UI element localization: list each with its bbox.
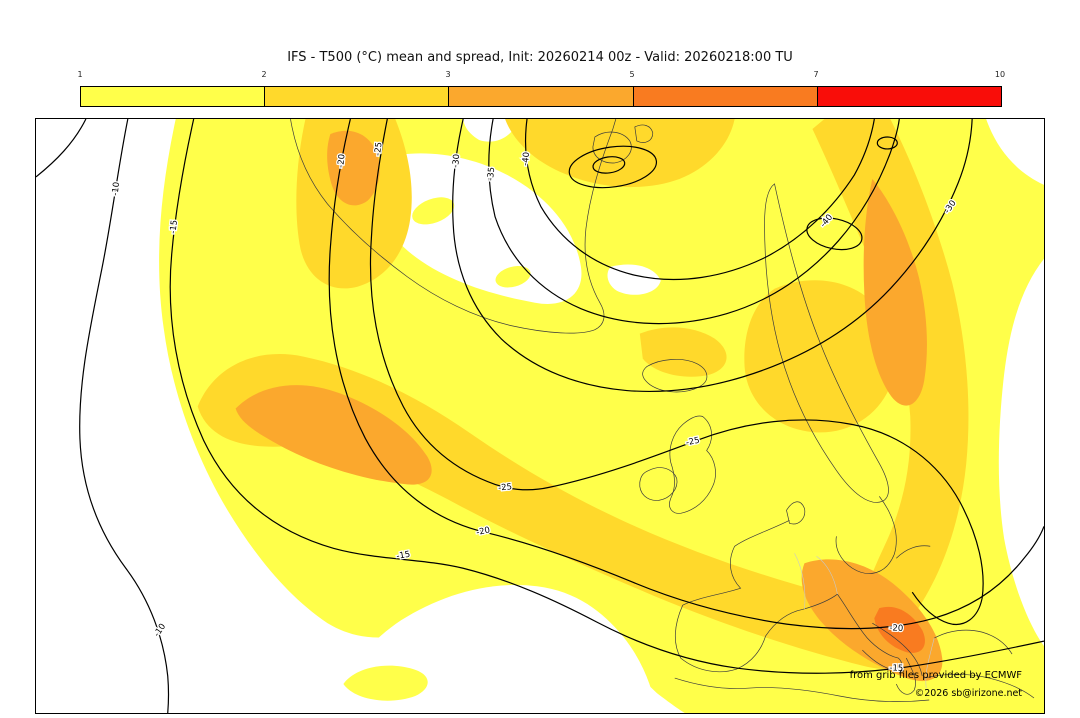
contour-minus25 [369, 119, 984, 625]
contour-minus15 [169, 119, 1044, 674]
colorbar-segment-3-5 [448, 87, 633, 106]
coastline-turkey-blacksea [924, 629, 1035, 699]
coastline-france-iberia [675, 520, 804, 673]
colorbar-ticks: 1 2 3 5 7 10 [77, 70, 1005, 82]
coastline-great-britain [669, 415, 716, 514]
white-patch-east-greenland [607, 264, 661, 295]
white-topright-corner [986, 119, 1044, 185]
coastline-svalbard [592, 124, 654, 164]
yellow-patches [343, 197, 531, 701]
colorbar-segment-2-3 [264, 87, 449, 106]
colorbar-tick: 7 [813, 70, 819, 79]
contour-label: -20 [889, 622, 903, 632]
contour-closed-east-low [806, 217, 863, 251]
colorbar-tick: 2 [261, 70, 267, 79]
weather-map: -10 -10 -15 -15 -15 -20 -20 -20 -25 -25 … [36, 119, 1044, 713]
contour-minus40 [525, 119, 875, 280]
coastline-greenland [290, 119, 617, 334]
white-greenland-interior [371, 153, 582, 304]
coastline-balkans-greece [872, 622, 923, 695]
contour-label: -10 [151, 621, 167, 638]
contour-label: -10 [110, 181, 122, 196]
orange-core-east-band [863, 178, 927, 406]
contour-closed-small [876, 136, 898, 150]
colorbar-tick: 3 [445, 70, 451, 79]
contour-closed-svalbard-outer [568, 145, 658, 189]
contour-minus30 [452, 119, 973, 393]
border-line-2 [816, 556, 838, 595]
contour-minus20 [328, 119, 1044, 630]
contour-label: -25 [372, 141, 383, 156]
white-patch-top-center [463, 119, 518, 142]
contour-label: -20 [475, 524, 491, 537]
contour-label: -20 [335, 153, 346, 168]
contour-minus10 [79, 119, 170, 713]
spread-fill-5-7-layer [874, 606, 925, 653]
colorbar-tick: 5 [629, 70, 635, 79]
contour-label: -15 [889, 662, 903, 672]
yellow-blob-bottom-left [343, 665, 428, 701]
contour-layer [36, 119, 1044, 713]
coastline-denmark [786, 501, 806, 525]
yellow-patch-greenland-1 [412, 197, 455, 225]
border-line-3 [925, 638, 935, 689]
contour-label: -40 [520, 152, 531, 167]
orange-core-west [235, 385, 432, 485]
gold-patch-near-iceland [639, 327, 727, 377]
coastline-mediterranean-italy [803, 593, 902, 670]
colorbar-tick: 10 [994, 70, 1006, 79]
contour-label: -35 [485, 167, 496, 182]
coastline-baltic [835, 496, 931, 574]
contour-corner-arc [36, 119, 87, 178]
dark-orange-streak-southeast [874, 606, 925, 653]
attribution-source: from grib files provided by ECMWF [850, 670, 1023, 681]
colorbar-segment-5-7 [632, 87, 817, 106]
coastline-north-africa [674, 677, 930, 702]
yellow-patch-greenland-2 [495, 266, 531, 288]
colorbar-segment-1-2 [81, 87, 265, 106]
contour-closed-svalbard-inner [592, 156, 626, 174]
gold-band-svalbard [505, 119, 735, 188]
colorbar-segment-7-10 [816, 87, 1002, 106]
gold-band-east [812, 119, 969, 635]
contour-label: -15 [167, 219, 179, 234]
orange-core-topleft [327, 130, 380, 206]
colorbar [80, 86, 1002, 107]
attribution-copyright: ©2026 sb@irizone.net [915, 688, 1023, 699]
border-layer [794, 553, 935, 689]
contour-label: -25 [685, 435, 701, 448]
contour-label: -30 [450, 154, 461, 169]
coastline-ireland [639, 467, 678, 501]
contour-minus35 [488, 119, 900, 325]
page-title: IFS - T500 (°C) mean and spread, Init: 2… [287, 50, 793, 65]
colorbar-tick: 1 [77, 70, 83, 79]
contour-label: -25 [498, 481, 513, 492]
map-frame: -10 -10 -15 -15 -15 -20 -20 -20 -25 -25 … [35, 118, 1045, 714]
contour-label: -15 [396, 549, 411, 561]
white-right-strip [998, 258, 1044, 647]
border-line-1 [794, 553, 806, 610]
